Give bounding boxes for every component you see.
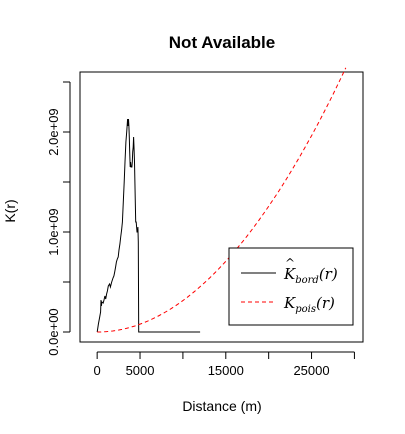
x-tick-label: 5000 bbox=[126, 363, 155, 378]
y-axis-label: K(r) bbox=[2, 199, 18, 222]
x-tick-label: 15000 bbox=[208, 363, 244, 378]
x-axis-label: Distance (m) bbox=[182, 398, 261, 414]
legend: Kbord(r) ^ Kpois(r) bbox=[228, 247, 354, 326]
x-tick-label: 0 bbox=[94, 363, 101, 378]
y-tick-label: 0.0e+00 bbox=[46, 308, 61, 355]
legend-hat-mark: ^ bbox=[285, 256, 295, 270]
x-tick-label: 25000 bbox=[293, 363, 329, 378]
plot-frame bbox=[79, 71, 364, 343]
series-line-k-bord bbox=[96, 118, 201, 333]
x-axis: 0 5000 15000 25000 bbox=[94, 351, 355, 378]
y-axis: 0.0e+00 1.0e+09 2.0e+09 bbox=[46, 81, 71, 356]
legend-label-bord: Kbord(r) bbox=[283, 265, 338, 286]
series-line-k-pois bbox=[97, 67, 347, 333]
legend-label-pois: Kpois(r) bbox=[283, 294, 335, 315]
series-layer bbox=[96, 67, 347, 333]
legend-box bbox=[228, 247, 354, 326]
y-tick-label: 1.0e+09 bbox=[46, 208, 61, 255]
chart-title: Not Available bbox=[169, 33, 275, 52]
y-tick-label: 2.0e+09 bbox=[46, 108, 61, 155]
